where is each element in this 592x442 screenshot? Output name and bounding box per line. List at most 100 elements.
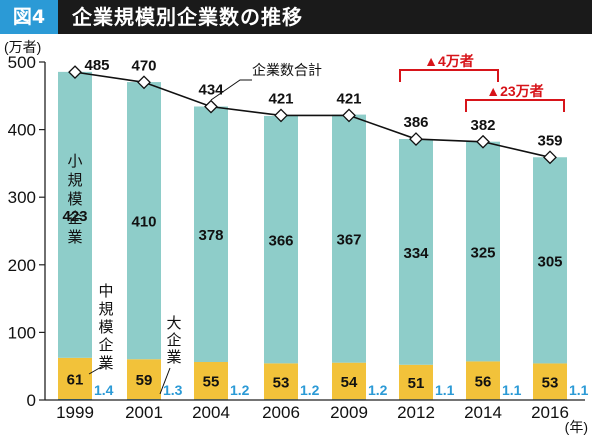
bar-small bbox=[466, 141, 500, 362]
change-bracket-2012-2014-label: ▲4万者 bbox=[424, 53, 474, 69]
total-marker bbox=[476, 134, 490, 149]
label-small: 305 bbox=[537, 253, 562, 270]
x-unit-label: (年) bbox=[565, 419, 588, 435]
total-marker bbox=[204, 99, 218, 114]
total-line-leader bbox=[210, 79, 252, 101]
series-label-medium-char: 規 bbox=[98, 301, 113, 318]
total-value-label: 421 bbox=[336, 90, 361, 107]
total-polyline bbox=[74, 71, 551, 159]
label-small: 325 bbox=[470, 245, 495, 262]
series-label-large-char: 企 bbox=[166, 331, 181, 349]
title-bar: 図4 企業規模別企業数の推移 bbox=[0, 0, 592, 34]
y-tick-label: 200 bbox=[8, 256, 36, 275]
bar-medium bbox=[533, 363, 567, 400]
series-label-small-char: 企 bbox=[67, 209, 82, 227]
label-medium: 51 bbox=[408, 375, 425, 392]
total-marker bbox=[409, 132, 423, 146]
figure-number-badge: 図4 bbox=[0, 0, 58, 34]
y-tick-label: 500 bbox=[8, 53, 36, 72]
change-bracket-2012-2014-line bbox=[399, 69, 499, 82]
bar-medium bbox=[332, 362, 366, 400]
label-large: 1.3 bbox=[163, 382, 183, 398]
series-label-small-char: 規 bbox=[67, 172, 82, 189]
x-tick-label: 2006 bbox=[262, 403, 300, 422]
bar-medium bbox=[264, 363, 298, 400]
bar-small bbox=[58, 71, 92, 358]
series-label-large-char: 大 bbox=[166, 315, 181, 332]
change-bracket-2014-2016: ▲23万者 bbox=[465, 83, 565, 112]
series-label-medium-char: 企 bbox=[98, 336, 113, 354]
label-large: 1.1 bbox=[502, 382, 522, 398]
x-tick-label: 2012 bbox=[397, 403, 435, 422]
bar-small bbox=[194, 106, 228, 363]
bar-small bbox=[332, 114, 366, 363]
leader-line-medium bbox=[88, 365, 104, 375]
label-large: 1.2 bbox=[300, 382, 320, 398]
x-tick-label: 2014 bbox=[464, 403, 502, 422]
series-label-small-char: 模 bbox=[67, 191, 82, 208]
bar-small bbox=[127, 82, 161, 360]
total-marker bbox=[543, 150, 557, 165]
bar-small bbox=[533, 157, 567, 364]
bar-medium bbox=[194, 362, 228, 400]
label-large: 1.4 bbox=[94, 382, 114, 398]
change-bracket-2012-2014: ▲4万者 bbox=[399, 53, 499, 82]
total-value-label: 386 bbox=[403, 114, 428, 131]
y-tick-label: 0 bbox=[27, 391, 36, 410]
chart-title: 企業規模別企業数の推移 bbox=[72, 5, 303, 29]
label-large: 1.1 bbox=[435, 382, 455, 398]
total-marker bbox=[342, 108, 356, 123]
total-marker bbox=[137, 75, 151, 90]
label-large: 1.2 bbox=[230, 382, 250, 398]
label-large: 1.2 bbox=[368, 382, 388, 398]
label-medium: 54 bbox=[341, 374, 358, 391]
label-medium: 61 bbox=[67, 371, 84, 388]
label-small: 423 bbox=[62, 208, 87, 225]
label-medium: 56 bbox=[475, 373, 492, 390]
y-tick-label: 100 bbox=[8, 323, 36, 342]
data-labels: 61 423 1.4 59 410 1.3 55 378 1.2 53 366 1.2 54 367 1.2… bbox=[62, 57, 588, 398]
leader-line-large bbox=[159, 367, 171, 395]
label-medium: 53 bbox=[273, 374, 290, 391]
x-tick-label: 2001 bbox=[125, 403, 163, 422]
total-value-label: 434 bbox=[198, 82, 224, 99]
series-label-medium-char: 模 bbox=[98, 319, 113, 336]
change-bracket-2014-2016-line bbox=[465, 99, 565, 112]
bar-medium bbox=[466, 361, 500, 400]
bars bbox=[58, 71, 567, 400]
bar-medium bbox=[58, 357, 92, 400]
series-label-small-char: 小 bbox=[67, 153, 82, 170]
axes: 0 100 200 300 400 500(万者) (年) 1999 2001 2004 2006 2… bbox=[4, 39, 588, 435]
total-marker bbox=[274, 108, 288, 123]
label-large: 1.1 bbox=[569, 382, 589, 398]
total-line bbox=[68, 65, 557, 165]
label-medium: 59 bbox=[136, 372, 153, 389]
label-small: 378 bbox=[198, 227, 223, 244]
y-tick-label: 400 bbox=[8, 121, 36, 140]
x-tick-label: 2004 bbox=[192, 403, 230, 422]
y-unit-label: (万者) bbox=[4, 39, 41, 55]
bar-small bbox=[264, 115, 298, 364]
x-tick-label: 1999 bbox=[56, 403, 94, 422]
total-value-label: 470 bbox=[131, 57, 156, 74]
label-small: 410 bbox=[131, 214, 156, 231]
label-small: 334 bbox=[403, 245, 429, 262]
x-tick-label: 2009 bbox=[330, 403, 368, 422]
x-tick-label: 2016 bbox=[531, 403, 569, 422]
bar-medium bbox=[127, 359, 161, 400]
series-label-large-char: 業 bbox=[166, 349, 181, 366]
label-medium: 55 bbox=[203, 374, 220, 391]
total-value-label: 359 bbox=[537, 132, 562, 149]
series-label-medium-char: 中 bbox=[98, 283, 113, 300]
total-value-label: 421 bbox=[268, 90, 293, 107]
label-small: 366 bbox=[268, 233, 293, 250]
label-small: 367 bbox=[336, 232, 361, 249]
series-label-large: 大企業 bbox=[166, 315, 181, 366]
total-marker bbox=[68, 65, 82, 80]
label-medium: 53 bbox=[542, 374, 559, 391]
total-value-label: 382 bbox=[470, 117, 495, 134]
